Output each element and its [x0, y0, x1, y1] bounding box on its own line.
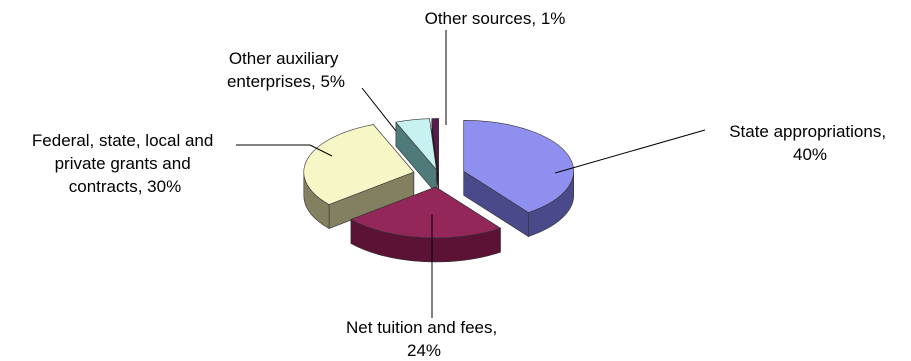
pie-slice-other-auxiliary-enterprises	[395, 118, 437, 195]
pie-labels: State appropriations, 40% Net tuition an…	[32, 9, 891, 360]
pie-slice-top-state-appropriations	[463, 119, 575, 213]
pie-slice-top-federal-state-local-and-private-grants-and-contracts	[303, 124, 415, 205]
label-other-auxiliary-enterprises: Other auxiliary enterprises, 5%	[227, 49, 345, 91]
label-leader-lines	[236, 30, 706, 318]
leader-line-state-appropriations	[554, 129, 706, 174]
label-grants-and-contracts: Federal, state, local and private grants…	[32, 131, 218, 196]
pie-slice-federal-state-local-and-private-grants-and-contracts	[303, 123, 415, 230]
pie-slice-top-net-tuition-and-fees	[350, 186, 502, 239]
pie-slice-other-sources	[431, 118, 439, 194]
label-state-appropriations: State appropriations, 40%	[729, 122, 891, 164]
label-other-sources: Other sources, 1%	[425, 9, 566, 28]
label-net-tuition-and-fees: Net tuition and fees, 24%	[346, 318, 502, 360]
pie-slices	[303, 118, 575, 263]
pie-slice-top-other-auxiliary-enterprises	[395, 118, 437, 171]
pie-slice-net-tuition-and-fees	[350, 186, 502, 263]
pie-slice-state-appropriations	[463, 119, 575, 238]
leader-line-other-auxiliary-enterprises	[361, 87, 397, 132]
leader-line-grants-and-contracts	[236, 144, 333, 157]
pie-slice-top-other-sources	[431, 118, 439, 170]
